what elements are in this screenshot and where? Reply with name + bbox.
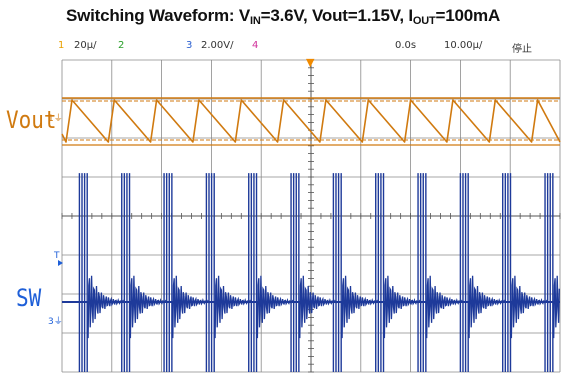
ch3-scale: 2.00V/ (201, 40, 234, 51)
vout-trace (61, 97, 561, 146)
ch2-number: 2 (118, 40, 125, 51)
sw-ringing (467, 275, 507, 339)
markers: ▼ 1⏚ T 3⏚ (48, 56, 315, 327)
sw-ringing (340, 275, 380, 339)
ch4-number: 4 (252, 40, 259, 51)
trig-level-arrow (58, 260, 63, 266)
sw-ringing (552, 275, 560, 339)
time-scale: 10.00µ/ (444, 40, 483, 51)
ch1-ground-marker: 1⏚ (48, 113, 63, 124)
sw-ringing (171, 275, 211, 339)
sw-ringing (213, 275, 253, 339)
trig-level-marker: T (53, 251, 60, 261)
ch1-scale: 20µ/ (74, 40, 97, 51)
sw-ringing (256, 275, 296, 339)
sw-ringing (298, 275, 338, 339)
ch3-ground-marker: 3⏚ (48, 316, 63, 327)
sw-channel-label: SW (16, 284, 42, 312)
ch1-number: 1 (58, 40, 65, 51)
vout-channel-label: Vout (6, 106, 57, 134)
sw-ringing (129, 275, 169, 339)
trigger-marker: ▼ (306, 56, 315, 69)
sw-ringing (425, 275, 465, 339)
vout-ripple (61, 99, 561, 143)
ch3-number: 3 (186, 40, 193, 51)
graticule (61, 59, 561, 373)
sw-ringing (86, 275, 126, 339)
sw-ringing (510, 275, 550, 339)
run-state: 停止 (512, 44, 532, 55)
sw-ringing (383, 275, 423, 339)
chart-title: Switching Waveform: VIN=3.6V, Vout=1.15V… (65, 6, 501, 27)
time-offset: 0.0s (395, 40, 417, 51)
sw-trace (62, 173, 560, 372)
